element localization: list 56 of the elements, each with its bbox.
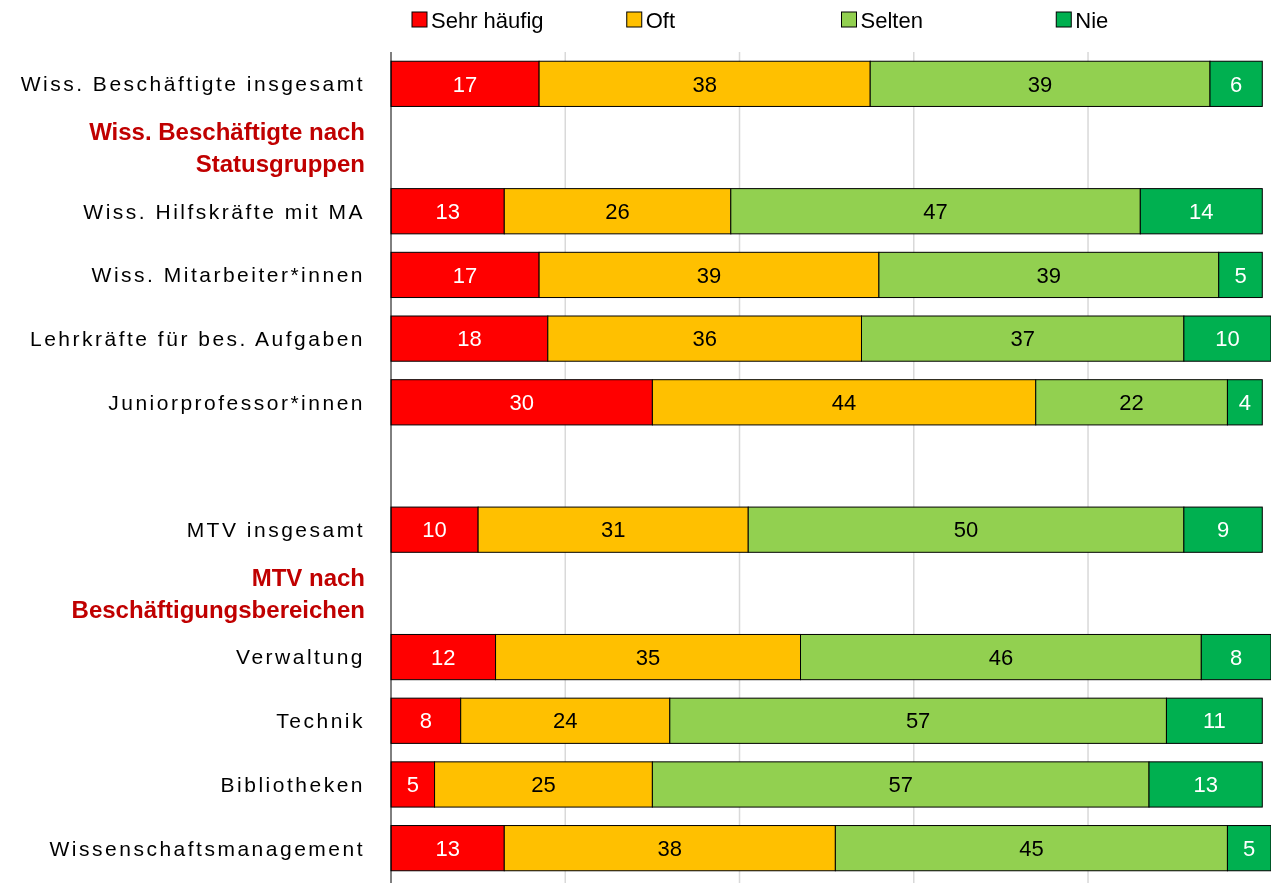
data-label: 5 xyxy=(1234,262,1247,288)
data-label: 9 xyxy=(1216,517,1230,543)
data-label: 4 xyxy=(1238,390,1251,416)
data-label: 39 xyxy=(1027,71,1053,97)
y-tick-label: MTV nach Beschäftigungsbereichen xyxy=(71,563,365,623)
y-tick-label: Juniorprofessor*innen xyxy=(108,390,365,414)
data-label: 12 xyxy=(431,644,456,670)
y-tick-label: Wiss. Beschäftigte insgesamt xyxy=(20,72,365,96)
data-label: 38 xyxy=(657,835,683,861)
data-label: 35 xyxy=(635,644,661,670)
data-label: 31 xyxy=(600,517,626,543)
data-label: 26 xyxy=(605,198,630,224)
data-label: 47 xyxy=(923,198,948,224)
data-label: 5 xyxy=(406,772,419,798)
y-tick-label: Technik xyxy=(276,709,365,733)
y-tick-label: Lehrkräfte für bes. Aufgaben xyxy=(29,326,365,350)
y-tick-label: Wiss. Mitarbeiter*innen xyxy=(91,263,365,287)
y-tick-label: Bibliotheken xyxy=(220,772,365,796)
y-tick-label: Wissenschaftsmanagement xyxy=(49,836,365,860)
data-label: 14 xyxy=(1189,198,1214,224)
data-label: 44 xyxy=(831,390,857,416)
data-label: 8 xyxy=(1230,644,1243,670)
data-label: 5 xyxy=(1243,835,1256,861)
legend-label: Oft xyxy=(645,7,676,33)
data-label: 37 xyxy=(1010,326,1035,352)
legend-label: Nie xyxy=(1075,7,1109,33)
data-label: 10 xyxy=(422,517,447,543)
data-label: 39 xyxy=(1036,262,1062,288)
y-tick-label: Wiss. Hilfskräfte mit MA xyxy=(83,199,365,223)
data-label: 18 xyxy=(457,326,482,352)
data-label: 30 xyxy=(509,390,534,416)
data-label: 57 xyxy=(905,708,931,734)
data-label: 24 xyxy=(553,708,578,734)
legend-label: Sehr häufig xyxy=(431,7,544,33)
data-label: 22 xyxy=(1119,390,1144,416)
data-label: 39 xyxy=(696,262,722,288)
data-label: 13 xyxy=(435,198,460,224)
y-tick-label: Wiss. Beschäftigte nach Statusgruppen xyxy=(89,117,365,177)
data-label: 17 xyxy=(452,71,478,97)
y-tick-label: MTV insgesamt xyxy=(186,518,365,542)
data-label: 6 xyxy=(1230,71,1243,97)
data-label: 8 xyxy=(419,708,432,734)
data-label: 17 xyxy=(452,262,478,288)
data-label: 46 xyxy=(988,644,1014,670)
legend-label: Selten xyxy=(860,7,923,33)
data-label: 13 xyxy=(1193,772,1218,798)
data-label: 38 xyxy=(692,71,717,97)
data-label: 11 xyxy=(1202,708,1226,734)
data-label: 36 xyxy=(692,326,717,352)
data-label: 10 xyxy=(1215,326,1240,352)
data-label: 50 xyxy=(953,517,979,543)
data-label: 13 xyxy=(435,835,460,861)
data-label: 25 xyxy=(531,772,556,798)
data-label: 45 xyxy=(1019,835,1044,861)
data-label: 57 xyxy=(888,772,913,798)
y-tick-label: Verwaltung xyxy=(236,645,365,669)
